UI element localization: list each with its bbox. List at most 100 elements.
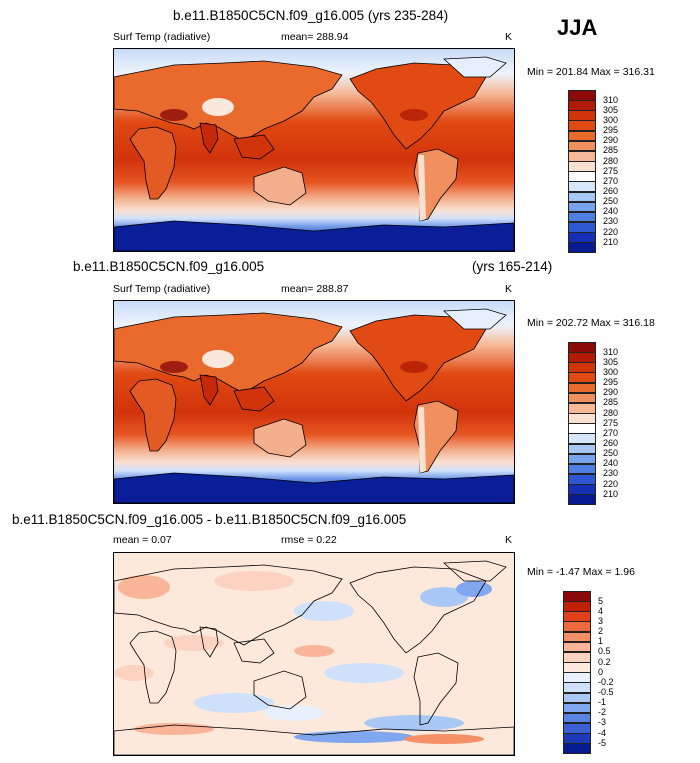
- colorbar-swatch: [568, 362, 596, 373]
- colorbar-label: 295: [603, 377, 619, 388]
- colorbar-label: 310: [603, 346, 619, 357]
- anomaly-region: [294, 645, 334, 657]
- colorbar-label: 4: [598, 605, 604, 616]
- colorbar-swatch: [563, 651, 591, 663]
- panel1-mean: mean= 288.94: [281, 31, 349, 43]
- colorbar-swatch: [563, 641, 591, 653]
- panel3-units: K: [505, 534, 513, 546]
- colorbar-label: 305: [603, 104, 619, 115]
- colorbar-swatch: [563, 733, 591, 744]
- colorbar-label: 240: [603, 458, 619, 469]
- colorbar-label: 260: [603, 438, 619, 448]
- colorbar-swatch: [563, 621, 591, 633]
- colorbar-swatch: [568, 221, 596, 233]
- seasia-outline: [233, 134, 275, 160]
- colorbar-swatch: [563, 672, 591, 683]
- anomaly-region: [194, 693, 274, 713]
- greenland-outline: [443, 308, 507, 330]
- colorbar-label: 230: [603, 216, 619, 227]
- colorbar-swatch: [568, 453, 596, 465]
- africa-outline: [129, 630, 177, 704]
- colorbar-swatch: [568, 201, 596, 213]
- panel3-mean: mean = 0.07: [113, 534, 172, 546]
- colorbar-swatch: [568, 382, 596, 394]
- colorbar-swatch: [568, 342, 596, 353]
- colorbar-label: -4: [598, 727, 607, 738]
- anomaly-region: [164, 635, 224, 651]
- anomaly-region: [456, 581, 492, 597]
- namerica-outline: [349, 314, 487, 402]
- colorbar-swatch: [568, 242, 596, 253]
- samerica-outline: [413, 652, 459, 726]
- panel2-years: (yrs 165-214): [472, 259, 553, 274]
- anomaly-region: [118, 575, 170, 599]
- eurasia-outline: [114, 564, 343, 646]
- hot-region: [400, 361, 428, 373]
- colorbar-label: 250: [603, 196, 619, 207]
- anomaly-region: [264, 705, 324, 721]
- colorbar-swatch: [563, 682, 591, 693]
- panel1-minmax: Min = 201.84 Max = 316.31: [527, 66, 655, 78]
- panel3-rmse: rmse = 0.22: [281, 534, 337, 546]
- colorbar-swatch: [568, 181, 596, 192]
- colorbar-label: 280: [603, 407, 619, 418]
- colorbar-swatch: [568, 171, 596, 182]
- colorbar-swatch: [568, 120, 596, 132]
- anomaly-region: [114, 665, 154, 681]
- india-outline: [199, 374, 219, 406]
- africa-outline: [129, 378, 177, 452]
- colorbar-swatch: [568, 392, 596, 404]
- colorbar-swatch: [563, 743, 591, 754]
- colorbar-swatch: [563, 611, 591, 622]
- colorbar-label: 0: [598, 666, 604, 677]
- anomaly-region: [294, 731, 414, 743]
- seasia-outline: [233, 386, 275, 412]
- colorbar-swatch: [568, 150, 596, 162]
- colorbar-swatch: [568, 463, 596, 475]
- colorbar-swatch: [568, 433, 596, 444]
- panel3-minmax: Min = -1.47 Max = 1.96: [527, 566, 635, 578]
- colorbar-swatch: [563, 601, 591, 612]
- panel1-title: b.e11.B1850C5CN.f09_g16.005 (yrs 235-284…: [173, 8, 449, 23]
- colorbar-label: 280: [603, 155, 619, 166]
- colorbar-label: 210: [603, 488, 619, 499]
- colorbar-swatch: [568, 352, 596, 363]
- season-label: JJA: [557, 15, 598, 40]
- panel2-map: [113, 300, 515, 504]
- colorbar-label: 290: [603, 135, 619, 146]
- antarctica-outline: [114, 472, 514, 503]
- colorbar-label: 300: [603, 366, 619, 377]
- greenland-outline: [443, 560, 507, 582]
- colorbar-swatch: [563, 712, 591, 724]
- colorbar-label: 275: [603, 165, 619, 176]
- colorbar-swatch: [568, 494, 596, 505]
- africa-outline: [129, 126, 177, 200]
- colorbar-label: 310: [603, 94, 619, 105]
- colorbar-label: 270: [603, 175, 619, 186]
- colorbar-label: 2: [598, 626, 604, 637]
- australia-outline: [253, 166, 307, 206]
- hot-region: [160, 361, 188, 373]
- andes-cool-strip: [418, 407, 426, 473]
- anomaly-region: [404, 734, 484, 744]
- panel2-title: b.e11.B1850C5CN.f09_g16.005: [73, 259, 265, 274]
- colorbar-label: 260: [603, 186, 619, 196]
- namerica-outline: [349, 62, 487, 150]
- colorbar-swatch: [568, 423, 596, 434]
- colorbar-label: 305: [603, 356, 619, 367]
- colorbar-swatch: [563, 591, 591, 602]
- colorbar-swatch: [568, 473, 596, 485]
- colorbar-swatch: [568, 211, 596, 223]
- anomaly-region: [324, 663, 404, 683]
- greenland-outline: [443, 56, 507, 78]
- colorbar-swatch: [568, 90, 596, 101]
- anomaly-region: [420, 587, 468, 607]
- tibet-plateau: [202, 350, 234, 368]
- antarctica-outline: [114, 724, 514, 755]
- colorbar-swatch: [563, 722, 591, 734]
- colorbar-swatch: [568, 443, 596, 455]
- colorbar-swatch: [568, 402, 596, 414]
- colorbar-label: 295: [603, 125, 619, 136]
- hot-region: [400, 109, 428, 121]
- colorbar-label: 300: [603, 114, 619, 125]
